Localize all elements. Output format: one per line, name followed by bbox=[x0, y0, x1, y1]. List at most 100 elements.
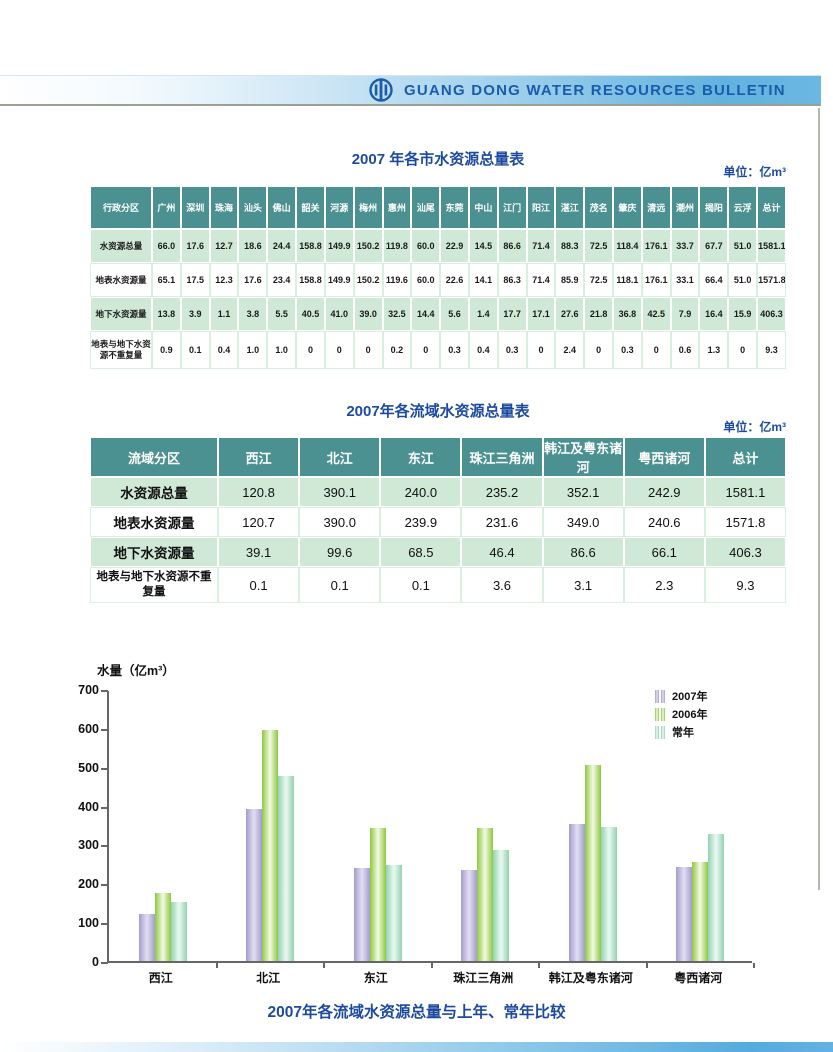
row-label: 水资源总量 bbox=[90, 229, 152, 263]
table-cell: 14.4 bbox=[411, 297, 441, 331]
table-cell: 0 bbox=[526, 331, 556, 369]
legend-swatch bbox=[661, 725, 665, 739]
column-header: 北江 bbox=[299, 437, 381, 477]
y-axis-tick-label: 400 bbox=[78, 799, 99, 814]
basin-table-unit: 单位：亿m³ bbox=[723, 420, 786, 434]
table-cell: 0.3 bbox=[613, 331, 642, 369]
column-header: 江门 bbox=[497, 186, 527, 229]
table-cell: 0 bbox=[353, 331, 383, 369]
table-cell: 0.3 bbox=[440, 331, 469, 369]
bar-常年 bbox=[708, 833, 725, 961]
table-cell: 242.9 bbox=[623, 477, 705, 507]
table-cell: 239.9 bbox=[380, 507, 462, 537]
bar-2006年 bbox=[369, 828, 386, 961]
column-header: 总计 bbox=[757, 186, 786, 229]
table-cell: 390.0 bbox=[299, 507, 381, 537]
table-cell: 1.0 bbox=[238, 331, 268, 369]
row-label: 地下水资源量 bbox=[90, 297, 152, 331]
table-cell: 23.4 bbox=[267, 263, 297, 297]
x-axis-tick bbox=[753, 963, 755, 968]
table-cell: 3.8 bbox=[238, 297, 268, 331]
y-axis-tick bbox=[101, 884, 108, 887]
table-row: 地下水资源量 39.1 99.6 68.5 46.4 86.6 66.1 406.3 bbox=[90, 537, 786, 567]
corner-header: 流域分区 bbox=[90, 437, 218, 477]
legend-item: 2007年 bbox=[655, 689, 707, 703]
table-cell: 0 bbox=[411, 331, 441, 369]
table-cell: 22.9 bbox=[440, 229, 469, 263]
table-head: 行政分区 广州 深圳 珠海 汕头 佛山 韶关 河源 梅州 惠州 汕尾 东莞 中山 江门 阳江 湛江 茂名 肇庆 清远… bbox=[90, 186, 786, 229]
bar-2007年 bbox=[353, 867, 370, 961]
table-cell: 1.4 bbox=[468, 297, 498, 331]
city-table-title: 2007 年各市水资源总量表 bbox=[351, 151, 525, 168]
table-cell: 150.2 bbox=[353, 229, 383, 263]
bar-常年 bbox=[600, 826, 617, 961]
column-header: 肇庆 bbox=[613, 186, 642, 229]
table-cell: 17.5 bbox=[180, 263, 210, 297]
table-cell: 118.4 bbox=[613, 229, 642, 263]
bar-2006年 bbox=[477, 828, 494, 961]
column-header: 清远 bbox=[641, 186, 671, 229]
legend-swatch bbox=[655, 725, 659, 739]
table-cell: 1581.1 bbox=[757, 229, 786, 263]
table-cell: 67.7 bbox=[699, 229, 729, 263]
table-cell: 40.5 bbox=[296, 297, 325, 331]
table-cell: 24.4 bbox=[267, 229, 297, 263]
y-axis-tick bbox=[101, 767, 108, 770]
table-cell: 0.4 bbox=[468, 331, 498, 369]
table-cell: 36.8 bbox=[613, 297, 642, 331]
table-cell: 240.0 bbox=[380, 477, 462, 507]
table-cell: 240.6 bbox=[623, 507, 705, 537]
table-cell: 33.1 bbox=[670, 263, 700, 297]
legend-swatch bbox=[661, 689, 665, 703]
column-header: 韩江及粤东诸河 bbox=[542, 437, 624, 477]
page-right-rule bbox=[818, 108, 820, 890]
y-axis-tick-label: 500 bbox=[78, 760, 99, 775]
bar-2007年 bbox=[246, 809, 263, 961]
bar-group bbox=[568, 764, 617, 961]
table-cell: 12.7 bbox=[209, 229, 239, 263]
water-emblem-icon bbox=[369, 78, 393, 102]
table-cell: 41.0 bbox=[324, 297, 354, 331]
table-cell: 5.5 bbox=[267, 297, 297, 331]
table-row: 地下水资源量 13.8 3.9 1.1 3.8 5.5 40.5 41.0 39.0 32.5 14… bbox=[90, 297, 786, 331]
y-axis-tick bbox=[101, 845, 108, 848]
bar-常年 bbox=[385, 865, 402, 961]
table-cell: 118.1 bbox=[613, 263, 642, 297]
column-header: 茂名 bbox=[584, 186, 613, 229]
table-cell: 60.0 bbox=[411, 263, 441, 297]
chart-title: 2007年各流域水资源总量与上年、常年比较 bbox=[267, 1004, 566, 1021]
column-header: 揭阳 bbox=[699, 186, 729, 229]
table-cell: 406.3 bbox=[757, 297, 786, 331]
table-cell: 39.1 bbox=[218, 537, 300, 567]
column-header: 云浮 bbox=[728, 186, 758, 229]
bar-常年 bbox=[493, 849, 510, 961]
table-cell: 0.3 bbox=[497, 331, 527, 369]
x-axis-category-label: 东江 bbox=[363, 971, 388, 985]
table-cell: 120.7 bbox=[218, 507, 300, 537]
table-cell: 0 bbox=[728, 331, 758, 369]
x-axis-category-label: 粤西诸河 bbox=[674, 971, 723, 985]
table-cell: 85.9 bbox=[555, 263, 585, 297]
bar-group bbox=[353, 828, 402, 961]
row-label: 地表水资源量 bbox=[90, 507, 218, 537]
table-cell: 0 bbox=[324, 331, 354, 369]
table-cell: 68.5 bbox=[380, 537, 462, 567]
x-axis-category-label: 北江 bbox=[256, 971, 281, 985]
bar-chart-plot-area: 0 100 200 300 400 500 600 700 bbox=[78, 683, 755, 969]
x-axis-tick bbox=[215, 963, 218, 968]
column-header: 阳江 bbox=[526, 186, 556, 229]
table-cell: 235.2 bbox=[461, 477, 543, 507]
row-label: 水资源总量 bbox=[90, 477, 218, 507]
table-row: 地表与地下水资源不重复量 0.9 0.1 0.4 1.0 1.0 0 0 0 0.2 0 0.3 0.4… bbox=[90, 331, 786, 369]
table-cell: 0.1 bbox=[218, 567, 300, 603]
header-row: 流域分区 西江 北江 东江 珠江三角洲 韩江及粤东诸河 粤西诸河 总计 bbox=[90, 437, 786, 477]
basin-water-resources-table: 流域分区 西江 北江 东江 珠江三角洲 韩江及粤东诸河 粤西诸河 总计 水资源总量 120.8 39… bbox=[90, 437, 786, 603]
y-axis-tick bbox=[101, 923, 108, 926]
bar-2006年 bbox=[262, 729, 279, 961]
bar-2007年 bbox=[568, 824, 585, 961]
corner-header: 行政分区 bbox=[90, 186, 152, 229]
table-cell: 17.6 bbox=[180, 229, 210, 263]
table-cell: 0.2 bbox=[382, 331, 412, 369]
table-cell: 71.4 bbox=[526, 229, 556, 263]
